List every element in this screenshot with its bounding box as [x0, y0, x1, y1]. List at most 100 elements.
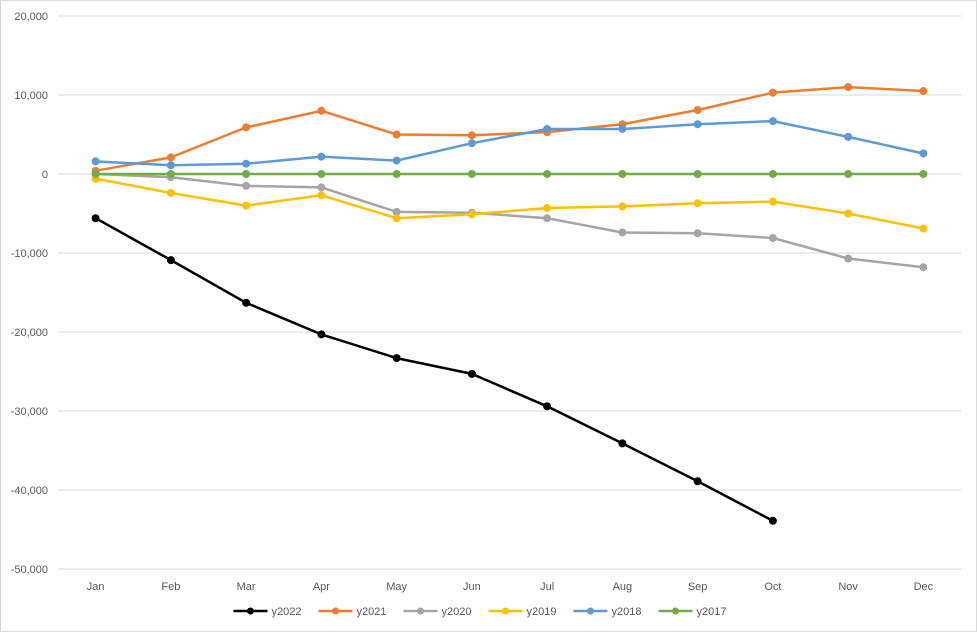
series-line — [94, 217, 774, 522]
data-point — [768, 170, 777, 178]
data-point — [317, 183, 326, 192]
data-point — [242, 181, 251, 190]
data-point — [317, 330, 326, 339]
data-point — [317, 106, 326, 115]
data-point — [242, 201, 251, 210]
x-tick-label: Sep — [688, 581, 708, 593]
data-point — [467, 131, 476, 140]
data-point — [166, 188, 175, 197]
y-tick-label: -10,000 — [11, 248, 48, 260]
data-point — [768, 516, 777, 525]
legend-label: y2020 — [442, 606, 472, 618]
data-point — [844, 132, 853, 141]
data-point — [242, 159, 251, 168]
data-point — [543, 203, 552, 212]
y-tick-label: -50,000 — [11, 564, 48, 576]
legend-swatch-marker — [672, 607, 679, 615]
data-point — [768, 197, 777, 206]
x-tick-label: Dec — [914, 581, 934, 593]
series-group — [91, 83, 928, 525]
data-point — [618, 228, 627, 237]
legend: y2022 y2021 y2020 y2019 y2018 y2017 — [233, 606, 727, 618]
data-point — [693, 229, 702, 238]
legend-label: y2022 — [272, 606, 302, 618]
series-line — [95, 177, 924, 230]
data-point — [543, 124, 552, 133]
legend-label: y2017 — [697, 606, 727, 618]
legend-swatch-marker — [247, 607, 254, 615]
y-tick-label: 0 — [42, 169, 48, 181]
data-point — [693, 120, 702, 129]
data-point — [467, 139, 476, 148]
data-point — [768, 88, 777, 97]
data-point — [242, 298, 251, 307]
series-line — [95, 119, 924, 167]
legend-label: y2018 — [612, 606, 642, 618]
legend-item-y2022: y2022 — [233, 606, 302, 618]
data-point — [618, 124, 627, 133]
x-tick-label: Nov — [838, 581, 858, 593]
data-point — [467, 369, 476, 378]
y-axis: 20,000 10,000 0 -10,000 -20,000 -30,000 -40,00… — [11, 11, 48, 576]
x-axis: Jan Feb Mar Apr May Jun Jul Aug Sep Oct Nov Dec — [87, 581, 934, 593]
legend-swatch-marker — [417, 607, 424, 615]
data-point — [693, 106, 702, 115]
series-line — [95, 85, 924, 173]
data-point — [543, 214, 552, 223]
data-point — [693, 170, 702, 178]
data-point — [919, 149, 928, 158]
data-point — [317, 152, 326, 161]
data-point — [844, 170, 853, 178]
legend-label: y2021 — [357, 606, 387, 618]
data-point — [467, 210, 476, 219]
data-point — [919, 263, 928, 272]
legend-swatch-marker — [587, 607, 594, 615]
legend-label: y2019 — [527, 606, 557, 618]
data-point — [919, 224, 928, 233]
data-point — [919, 87, 928, 96]
data-point — [166, 256, 175, 265]
series-y2020 — [91, 170, 928, 272]
x-tick-label: Feb — [161, 581, 180, 593]
data-point — [467, 170, 476, 178]
data-point — [392, 130, 401, 139]
x-tick-label: Jan — [87, 581, 105, 593]
data-point — [618, 439, 627, 448]
y-tick-label: 10,000 — [14, 90, 48, 102]
x-tick-label: Aug — [613, 581, 633, 593]
data-point — [317, 170, 326, 178]
x-tick-label: Oct — [764, 581, 781, 593]
data-point — [618, 170, 627, 178]
y-tick-label: 20,000 — [14, 11, 48, 23]
data-point — [768, 233, 777, 242]
data-point — [392, 354, 401, 363]
data-point — [91, 214, 100, 223]
legend-item-y2021: y2021 — [318, 606, 387, 618]
series-y2021 — [91, 83, 928, 175]
data-point — [91, 157, 100, 166]
data-point — [392, 156, 401, 165]
data-point — [919, 170, 928, 178]
x-tick-label: Mar — [237, 581, 256, 593]
data-point — [166, 170, 175, 178]
y-tick-label: -30,000 — [11, 406, 48, 418]
x-tick-label: Jul — [540, 581, 554, 593]
series-y2017 — [91, 170, 928, 178]
x-tick-label: Apr — [313, 581, 330, 593]
gridlines — [58, 15, 961, 570]
legend-item-y2018: y2018 — [573, 606, 642, 618]
y-tick-label: -20,000 — [11, 327, 48, 339]
data-point — [693, 199, 702, 208]
legend-swatch-marker — [332, 607, 339, 615]
data-point — [166, 153, 175, 162]
data-point — [392, 170, 401, 178]
data-point — [693, 477, 702, 486]
series-line — [95, 172, 924, 269]
legend-swatch-marker — [502, 607, 509, 615]
data-point — [844, 83, 853, 92]
series-y2022 — [91, 214, 777, 525]
data-point — [242, 170, 251, 178]
x-tick-label: May — [386, 581, 407, 593]
